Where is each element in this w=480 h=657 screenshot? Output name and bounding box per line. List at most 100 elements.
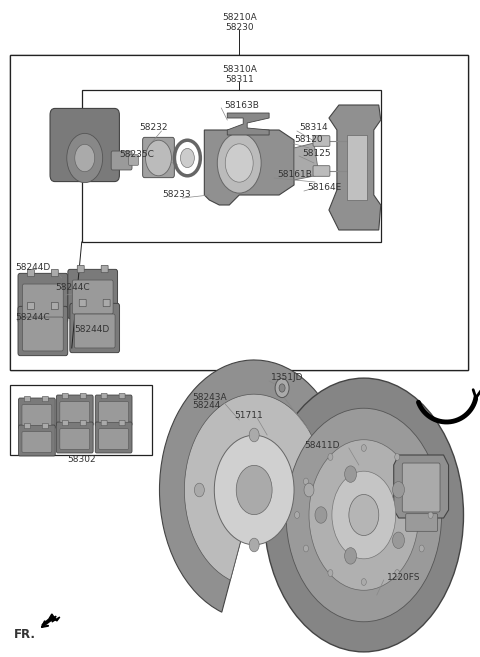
Circle shape	[428, 512, 433, 518]
FancyBboxPatch shape	[95, 422, 132, 453]
Polygon shape	[227, 113, 269, 135]
FancyBboxPatch shape	[18, 273, 68, 323]
FancyBboxPatch shape	[24, 423, 30, 428]
FancyBboxPatch shape	[19, 425, 55, 456]
Polygon shape	[294, 143, 319, 180]
Circle shape	[419, 545, 424, 552]
Bar	[82, 90, 381, 242]
FancyBboxPatch shape	[79, 300, 86, 307]
Text: 58120: 58120	[294, 135, 323, 145]
FancyBboxPatch shape	[56, 422, 93, 453]
Circle shape	[275, 378, 289, 397]
Circle shape	[328, 453, 333, 461]
FancyBboxPatch shape	[143, 137, 174, 177]
FancyBboxPatch shape	[18, 306, 68, 355]
Circle shape	[361, 445, 366, 451]
FancyBboxPatch shape	[111, 151, 132, 170]
Text: 58232: 58232	[140, 124, 168, 133]
Text: 58163B: 58163B	[224, 101, 259, 110]
FancyBboxPatch shape	[80, 420, 86, 426]
FancyBboxPatch shape	[313, 136, 330, 147]
FancyBboxPatch shape	[22, 432, 52, 452]
Text: 58235C: 58235C	[120, 150, 155, 160]
Circle shape	[279, 384, 285, 392]
Wedge shape	[159, 360, 349, 612]
Text: 58230: 58230	[225, 22, 253, 32]
Circle shape	[180, 148, 194, 168]
Circle shape	[393, 482, 405, 498]
Text: 58243A: 58243A	[192, 392, 227, 401]
FancyBboxPatch shape	[72, 280, 113, 314]
FancyBboxPatch shape	[19, 398, 55, 429]
FancyBboxPatch shape	[77, 265, 84, 273]
Wedge shape	[184, 394, 324, 580]
FancyBboxPatch shape	[101, 420, 107, 426]
Text: 58244C: 58244C	[55, 284, 89, 292]
Circle shape	[419, 478, 424, 485]
Text: 58302: 58302	[67, 455, 96, 464]
FancyBboxPatch shape	[51, 302, 58, 309]
Circle shape	[309, 440, 419, 590]
Circle shape	[67, 133, 103, 183]
FancyBboxPatch shape	[101, 394, 107, 399]
Circle shape	[304, 483, 314, 497]
Polygon shape	[347, 135, 367, 200]
Circle shape	[328, 570, 333, 576]
FancyBboxPatch shape	[23, 284, 63, 318]
Circle shape	[264, 378, 464, 652]
FancyBboxPatch shape	[42, 396, 48, 401]
FancyBboxPatch shape	[74, 314, 115, 348]
Circle shape	[225, 144, 253, 182]
Text: 58244: 58244	[192, 401, 221, 411]
Circle shape	[345, 548, 357, 564]
FancyBboxPatch shape	[119, 394, 125, 399]
FancyBboxPatch shape	[402, 463, 440, 512]
Circle shape	[393, 532, 405, 549]
Text: FR.: FR.	[14, 629, 36, 641]
Text: 58210A: 58210A	[222, 14, 257, 22]
Circle shape	[249, 538, 259, 552]
FancyBboxPatch shape	[50, 108, 120, 181]
Circle shape	[214, 435, 294, 545]
Bar	[10, 385, 152, 455]
FancyBboxPatch shape	[313, 166, 330, 176]
Circle shape	[332, 471, 396, 559]
Polygon shape	[42, 614, 60, 625]
FancyBboxPatch shape	[27, 302, 35, 309]
Bar	[10, 55, 468, 370]
FancyBboxPatch shape	[95, 395, 132, 426]
FancyBboxPatch shape	[406, 514, 438, 532]
FancyBboxPatch shape	[24, 396, 30, 401]
Polygon shape	[204, 130, 294, 205]
Circle shape	[236, 465, 272, 514]
Circle shape	[303, 545, 309, 552]
Polygon shape	[394, 455, 448, 525]
Text: 58125: 58125	[302, 148, 331, 158]
Text: 58164E: 58164E	[307, 183, 341, 193]
Text: 58314: 58314	[299, 124, 328, 133]
Text: 58244D: 58244D	[75, 325, 110, 334]
FancyBboxPatch shape	[68, 269, 118, 319]
Bar	[10, 55, 468, 370]
Text: 1351JD: 1351JD	[271, 373, 304, 382]
Circle shape	[345, 466, 357, 482]
Text: 58411D: 58411D	[304, 440, 339, 449]
FancyBboxPatch shape	[80, 394, 86, 399]
Text: 58311: 58311	[225, 74, 253, 83]
Circle shape	[286, 408, 442, 622]
Text: 58233: 58233	[162, 191, 191, 200]
FancyBboxPatch shape	[129, 154, 139, 166]
Text: 58244C: 58244C	[15, 313, 49, 323]
FancyBboxPatch shape	[99, 401, 129, 422]
FancyBboxPatch shape	[99, 428, 129, 449]
FancyBboxPatch shape	[62, 420, 68, 426]
Text: 58161B: 58161B	[277, 171, 312, 179]
FancyBboxPatch shape	[62, 394, 68, 399]
FancyBboxPatch shape	[60, 401, 90, 422]
Text: 58310A: 58310A	[222, 66, 257, 74]
FancyBboxPatch shape	[42, 423, 48, 428]
Circle shape	[194, 483, 204, 497]
Text: 51711: 51711	[234, 411, 263, 420]
Circle shape	[217, 133, 261, 193]
FancyBboxPatch shape	[51, 269, 58, 277]
